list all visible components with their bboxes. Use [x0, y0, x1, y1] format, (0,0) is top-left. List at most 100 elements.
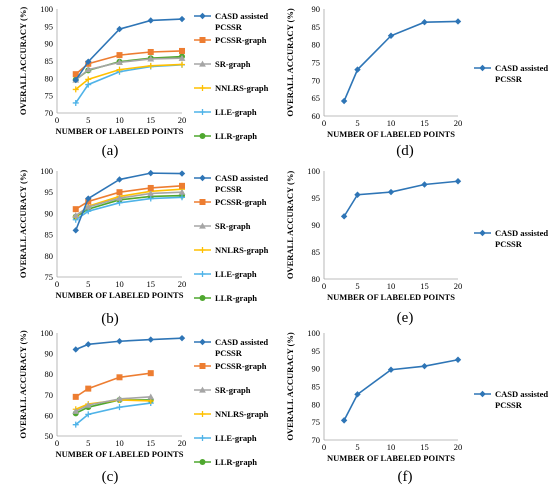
- data-point: [147, 55, 155, 62]
- legend-marker: [199, 12, 206, 20]
- y-tick-label: 85: [45, 230, 54, 240]
- series-line: [343, 20, 459, 102]
- chart-panel: 0 5 10 15 20 75 80 85 90 95 100 NUMBER OF LABELED P…: [18, 166, 269, 327]
- y-axis-label: OVERALL ACCURACY (%): [285, 8, 295, 116]
- legend-marker: [479, 64, 486, 72]
- data-point: [147, 17, 154, 24]
- y-axis-label: OVERALL ACCURACY (%): [285, 171, 295, 279]
- series-line: [75, 396, 151, 412]
- legend-label: PCSSR: [215, 22, 243, 32]
- data-point: [147, 169, 154, 177]
- data-point: [72, 206, 79, 213]
- data-point: [354, 191, 361, 198]
- y-tick-label: 95: [45, 21, 54, 31]
- legend-marker: [199, 386, 206, 393]
- series-pcssr: [72, 370, 154, 400]
- data-point: [147, 370, 154, 377]
- data-point: [85, 76, 92, 83]
- data-point: [178, 334, 186, 342]
- legend-label: PCSSR-graph: [215, 197, 267, 207]
- data-point: [116, 66, 123, 73]
- series-lle: [72, 194, 185, 223]
- legend-marker: [199, 363, 206, 369]
- x-tick-label: 10: [115, 279, 124, 289]
- data-point: [116, 338, 123, 345]
- x-tick-label: 5: [355, 442, 359, 452]
- data-point: [85, 58, 92, 65]
- x-tick-label: 10: [115, 438, 124, 448]
- data-point: [72, 393, 79, 400]
- data-point: [387, 188, 395, 196]
- data-point: [72, 227, 79, 234]
- legend-label: PCSSR: [215, 348, 243, 358]
- x-tick-label: 15: [147, 115, 156, 125]
- data-point: [179, 47, 185, 54]
- data-point: [454, 356, 462, 363]
- x-tick-label: 0: [322, 118, 326, 128]
- series-line: [75, 337, 183, 351]
- x-tick-label: 10: [387, 118, 396, 128]
- chart-panel: 0 5 10 15 20 80 85 90 95 100 NUMBER OF LABELED POI…: [285, 166, 548, 326]
- legend-label: NNLRS-graph: [215, 83, 269, 93]
- legend-label: CASD assisted: [495, 389, 548, 399]
- y-tick-label: 70: [312, 435, 321, 445]
- panel-label: (c): [102, 469, 119, 485]
- x-tick-label: 0: [322, 281, 326, 291]
- data-point: [340, 417, 348, 424]
- x-tick-label: 0: [322, 442, 326, 452]
- y-tick-label: 70: [45, 108, 54, 118]
- legend-label: PCSSR: [215, 184, 243, 194]
- legend-marker: [199, 222, 206, 229]
- legend-marker: [199, 37, 206, 43]
- legend-label: CASD assisted: [215, 337, 268, 347]
- data-point: [178, 15, 186, 23]
- data-point: [116, 25, 123, 33]
- series-casd: [340, 178, 462, 220]
- x-tick-label: 20: [454, 442, 463, 452]
- legend-marker: [199, 174, 206, 182]
- y-tick-label: 95: [312, 346, 321, 356]
- legend-marker: [479, 229, 486, 237]
- y-tick-label: 100: [40, 166, 53, 176]
- y-tick-label: 80: [312, 399, 321, 409]
- x-tick-label: 10: [387, 281, 396, 291]
- y-tick-label: 90: [45, 208, 54, 218]
- legend-label: CASD assisted: [215, 173, 268, 183]
- data-point: [72, 99, 79, 106]
- legend-label: SR-graph: [215, 59, 251, 69]
- chart-panel: 0 5 10 15 20 60 65 70 75 80 85 90 NUMBER OF LABELED …: [285, 4, 548, 159]
- data-point: [116, 395, 123, 402]
- data-point: [178, 170, 186, 177]
- x-tick-label: 15: [420, 281, 429, 291]
- data-point: [85, 385, 92, 392]
- legend-label: LLE-graph: [215, 433, 257, 443]
- series-sr: [72, 393, 155, 414]
- legend-marker: [199, 60, 206, 67]
- panel-label: (d): [396, 143, 414, 159]
- y-tick-label: 85: [45, 56, 54, 66]
- data-point: [147, 393, 155, 400]
- series-casd: [72, 15, 186, 84]
- legend-marker: [199, 338, 206, 346]
- data-point: [116, 199, 123, 206]
- legend-label: SR-graph: [215, 385, 251, 395]
- data-point: [72, 76, 79, 84]
- y-tick-label: 80: [45, 369, 54, 379]
- x-axis-label: NUMBER OF LABELED POINTS: [327, 453, 455, 463]
- legend-label: PCSSR-graph: [215, 361, 267, 371]
- y-tick-label: 75: [45, 272, 54, 282]
- legend-marker: [199, 199, 206, 205]
- x-tick-label: 15: [147, 279, 156, 289]
- y-axis-label: OVERALL ACCURACY (%): [18, 330, 28, 438]
- data-point: [179, 194, 185, 201]
- x-axis-label: NUMBER OF LABELED POINTS: [56, 449, 184, 459]
- data-point: [72, 346, 79, 353]
- legend-label: NNLRS-graph: [215, 245, 269, 255]
- y-tick-label: 100: [40, 4, 53, 14]
